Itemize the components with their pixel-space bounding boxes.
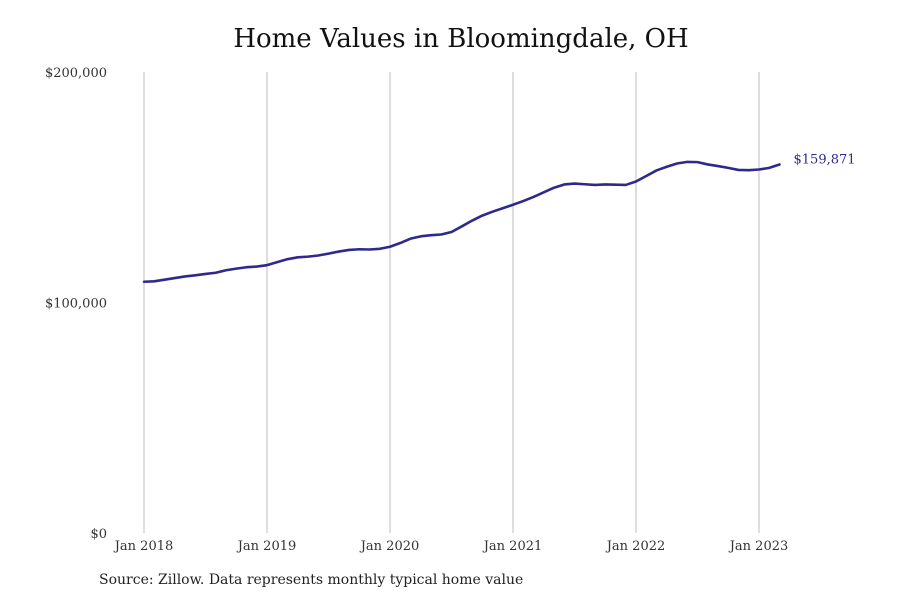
x-tick-label: Jan 2019 — [236, 539, 297, 554]
y-axis-tick-labels: $0 $100,000 $200,000 — [45, 66, 107, 542]
home-value-series-line — [142, 160, 781, 284]
x-tick-label: Jan 2018 — [113, 539, 174, 554]
chart-title: Home Values in Bloomingdale, OH — [233, 24, 689, 54]
x-tick-label: Jan 2021 — [482, 539, 543, 554]
y-tick-label: $100,000 — [45, 297, 107, 312]
x-tick-label: Jan 2022 — [605, 539, 666, 554]
latest-value-label: $159,871 — [794, 152, 856, 167]
x-tick-label: Jan 2020 — [359, 539, 420, 554]
x-tick-label: Jan 2023 — [728, 539, 789, 554]
gridlines — [143, 72, 760, 533]
y-tick-label: $0 — [90, 527, 107, 542]
source-note: Source: Zillow. Data represents monthly … — [99, 572, 524, 588]
x-axis-tick-labels: Jan 2018 Jan 2019 Jan 2020 Jan 2021 Jan 2022… — [113, 539, 789, 554]
y-tick-label: $200,000 — [45, 66, 107, 81]
